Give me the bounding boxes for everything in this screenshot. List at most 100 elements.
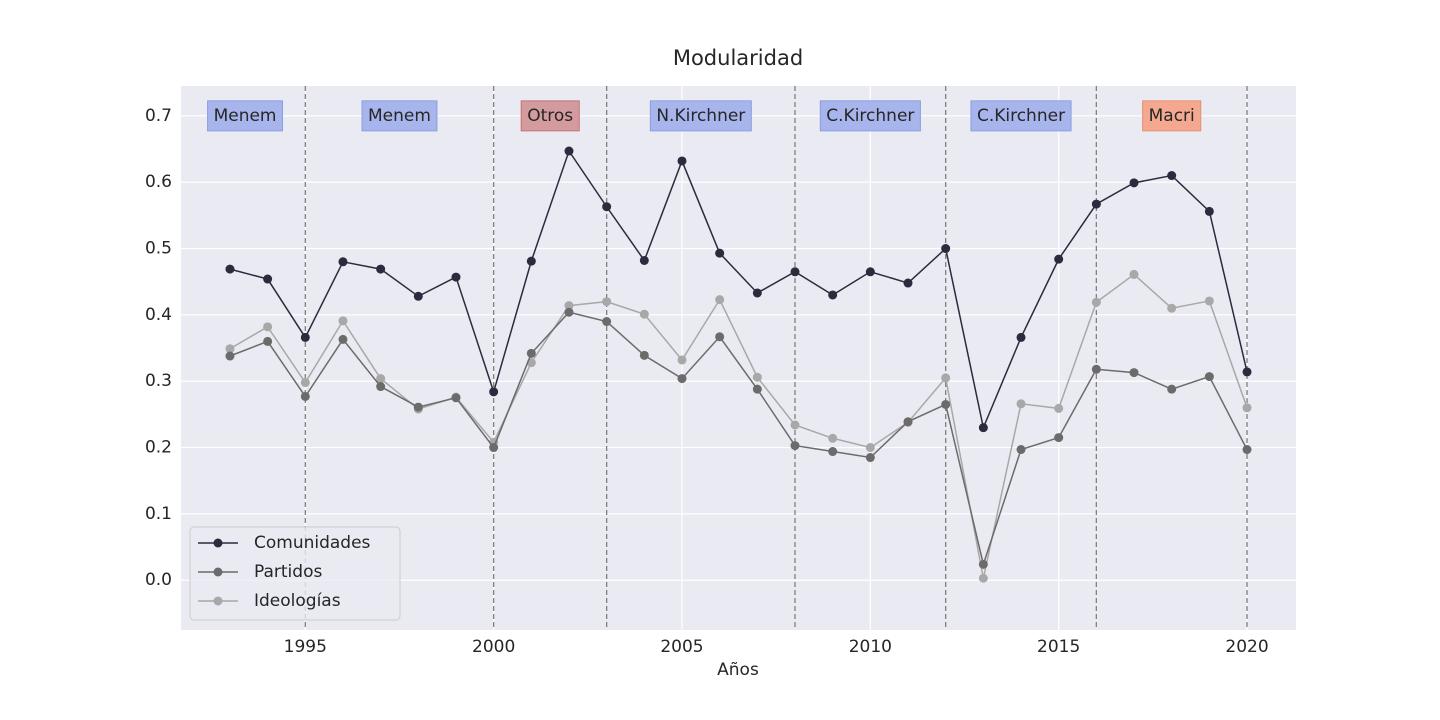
x-tick-label: 2000	[472, 637, 515, 657]
data-point	[1242, 445, 1252, 455]
data-point	[300, 391, 310, 401]
data-point	[376, 374, 386, 384]
y-tick-label: 0.7	[145, 106, 172, 126]
data-point	[338, 316, 348, 326]
period-label: C.Kirchner	[819, 100, 921, 132]
series-comunidades	[225, 146, 1252, 433]
y-tick-label: 0.6	[145, 172, 172, 192]
data-point	[602, 297, 612, 307]
data-point	[865, 443, 875, 453]
legend-label: Ideologías	[254, 591, 341, 611]
data-point	[978, 573, 988, 583]
data-point	[865, 267, 875, 277]
period-labels: Menem Menem Otros N.Kirchner C.Kirchner C.Kir…	[207, 100, 1202, 132]
data-point	[1242, 367, 1252, 377]
data-point	[338, 334, 348, 344]
period-label-text: N.Kirchner	[656, 106, 745, 126]
data-point	[1054, 433, 1064, 443]
period-label-box	[520, 100, 580, 132]
data-point	[790, 420, 800, 430]
data-point	[338, 257, 348, 267]
data-point	[1242, 403, 1252, 413]
data-point	[978, 559, 988, 569]
x-axis-ticks: 1995 2000 2005 2010 2015 2020	[284, 637, 1269, 657]
data-point	[903, 417, 913, 427]
data-point	[564, 307, 574, 317]
period-label: N.Kirchner	[649, 100, 752, 132]
legend-item: Partidos	[198, 562, 322, 582]
series-line	[229, 149, 1248, 431]
period-label-box	[970, 100, 1072, 132]
series-group	[225, 146, 1252, 583]
data-point	[639, 350, 649, 360]
data-point	[903, 278, 913, 288]
data-point	[828, 433, 838, 443]
legend: Comunidades Partidos Ideologías	[189, 526, 401, 621]
data-point	[1016, 399, 1026, 409]
data-point	[677, 374, 687, 384]
y-tick-label: 0.5	[145, 239, 172, 259]
data-point	[677, 355, 687, 365]
series-line	[229, 273, 1248, 579]
data-point	[263, 336, 273, 346]
y-axis-ticks: 0.0 0.1 0.2 0.3 0.4 0.5 0.6 0.7	[145, 106, 172, 590]
data-point	[300, 332, 310, 342]
data-point	[941, 373, 951, 383]
period-label-text: Otros	[527, 106, 573, 126]
period-label-box	[649, 100, 752, 132]
legend-box	[189, 526, 401, 621]
data-point	[376, 264, 386, 274]
y-tick-label: 0.2	[145, 438, 172, 458]
data-point	[715, 248, 725, 258]
data-point	[489, 387, 499, 397]
data-point	[376, 382, 386, 392]
legend-label: Comunidades	[254, 533, 371, 553]
period-label: Macri	[1142, 100, 1202, 132]
data-point	[1204, 372, 1214, 382]
data-point	[489, 443, 499, 453]
x-tick-label: 2005	[660, 637, 703, 657]
y-tick-label: 0.3	[145, 371, 172, 391]
x-tick-label: 1995	[284, 637, 327, 657]
data-point	[526, 348, 536, 358]
data-point	[1091, 297, 1101, 307]
series-partidos	[225, 307, 1252, 569]
period-label-box	[207, 100, 283, 132]
data-point	[1129, 368, 1139, 378]
data-point	[451, 272, 461, 282]
legend-marker	[213, 538, 223, 548]
data-point	[790, 441, 800, 451]
x-tick-label: 2015	[1037, 637, 1080, 657]
period-label: Menem	[361, 100, 438, 132]
data-point	[263, 274, 273, 284]
x-tick-label: 2010	[849, 637, 892, 657]
data-point	[752, 384, 762, 394]
y-tick-label: 0.1	[145, 504, 172, 524]
data-point	[978, 423, 988, 433]
data-point	[1091, 364, 1101, 374]
period-label-text: C.Kirchner	[977, 106, 1065, 126]
legend-marker	[213, 596, 223, 606]
data-point	[639, 255, 649, 265]
data-point	[715, 295, 725, 305]
x-axis-label: Años	[717, 660, 759, 680]
data-point	[225, 344, 235, 354]
data-point	[1016, 445, 1026, 455]
data-point	[1016, 332, 1026, 342]
chart-title: Modularidad	[673, 46, 803, 70]
data-point	[300, 378, 310, 388]
data-point	[1204, 206, 1214, 216]
data-point	[865, 453, 875, 463]
data-point	[413, 402, 423, 412]
data-point	[1091, 199, 1101, 209]
data-point	[1129, 269, 1139, 279]
period-label: Menem	[207, 100, 283, 132]
data-point	[564, 146, 574, 156]
period-label-box	[1142, 100, 1202, 132]
period-label-box	[361, 100, 438, 132]
period-label-box	[819, 100, 921, 132]
data-point	[1054, 254, 1064, 264]
data-point	[752, 372, 762, 382]
legend-label: Partidos	[254, 562, 322, 582]
